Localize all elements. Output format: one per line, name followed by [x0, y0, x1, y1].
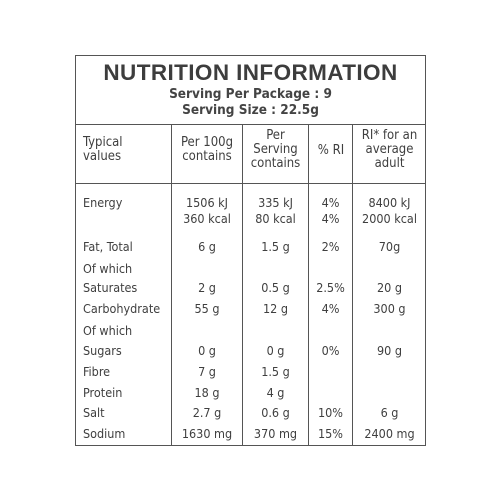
cell-percent-ri: 4% [321, 195, 340, 210]
cell-ri-average-adult: 90 g [376, 343, 403, 358]
column-divider-1 [171, 124, 172, 446]
row-label: Salt [83, 405, 105, 420]
row-label: Energy [83, 195, 123, 210]
cell-ri-average-adult: 8400 kJ [368, 195, 411, 210]
cell-per-100g: 0 g [198, 343, 216, 358]
panel-title: NUTRITION INFORMATION [103, 60, 398, 85]
cell-ri-average-adult: 6 g [380, 405, 399, 420]
header-ri-average-adult: RI* for an average adult [361, 128, 418, 171]
column-divider-3 [308, 124, 309, 446]
cell-per-100g: 2.7 g [192, 405, 222, 420]
cell-per-100g: 1506 kJ [185, 195, 228, 210]
cell-percent-ri: 10% [318, 405, 343, 420]
cell-ri-average-adult: 20 g [376, 280, 403, 295]
cell-per-100g: 360 kcal [183, 211, 231, 226]
row-label: Saturates [83, 280, 138, 295]
cell-per-serving: 370 mg [253, 426, 298, 441]
cell-percent-ri: 0% [321, 343, 340, 358]
cell-per-100g: 6 g [198, 239, 216, 254]
nutrition-panel: NUTRITION INFORMATION Serving Per Packag… [75, 55, 426, 446]
cell-per-100g: 55 g [194, 301, 220, 316]
row-label: Sodium [83, 426, 126, 441]
row-label: Carbohydrate [83, 301, 161, 316]
cell-per-100g: 18 g [194, 385, 220, 400]
cell-per-serving: 1.5 g [261, 239, 290, 254]
cell-ri-average-adult: 2400 mg [364, 426, 415, 441]
cell-per-serving: 0.5 g [261, 280, 290, 295]
serving-size: Serving Size : 22.5g [182, 102, 319, 118]
header-per-100g: Per 100g contains [180, 135, 234, 164]
title-divider [76, 124, 425, 125]
cell-per-serving: 0 g [266, 343, 285, 358]
header-per-serving: Per Serving contains [250, 128, 301, 171]
cell-per-100g: 2 g [198, 280, 216, 295]
row-label: Sugars [83, 343, 122, 358]
cell-percent-ri: 4% [321, 301, 340, 316]
header-percent-ri: % RI [317, 143, 345, 158]
row-label: Protein [83, 385, 123, 400]
cell-per-serving: 0.6 g [261, 405, 290, 420]
column-divider-4 [352, 124, 353, 446]
cell-percent-ri: 4% [321, 211, 340, 226]
cell-per-serving: 1.5 g [261, 364, 290, 379]
row-label: Fat, Total [83, 239, 133, 254]
cell-percent-ri: 2% [321, 239, 340, 254]
cell-ri-average-adult: 2000 kcal [362, 211, 417, 226]
cell-per-100g: 7 g [198, 364, 216, 379]
cell-per-serving: 335 kJ [258, 195, 293, 210]
row-label: Fibre [83, 364, 111, 379]
cell-per-100g: 1630 mg [181, 426, 233, 441]
header-typical-values: Typical values [83, 135, 123, 164]
row-label: Of which [83, 323, 133, 338]
header-divider [76, 183, 425, 184]
cell-ri-average-adult: 300 g [373, 301, 406, 316]
cell-per-serving: 4 g [266, 385, 285, 400]
cell-percent-ri: 2.5% [316, 280, 345, 295]
cell-per-serving: 80 kcal [255, 211, 296, 226]
cell-percent-ri: 15% [318, 426, 343, 441]
serving-per-package: Serving Per Package : 9 [169, 86, 332, 102]
cell-ri-average-adult: 70g [378, 239, 401, 254]
cell-per-serving: 12 g [262, 301, 289, 316]
column-divider-2 [242, 124, 243, 446]
row-label: Of which [83, 261, 133, 276]
